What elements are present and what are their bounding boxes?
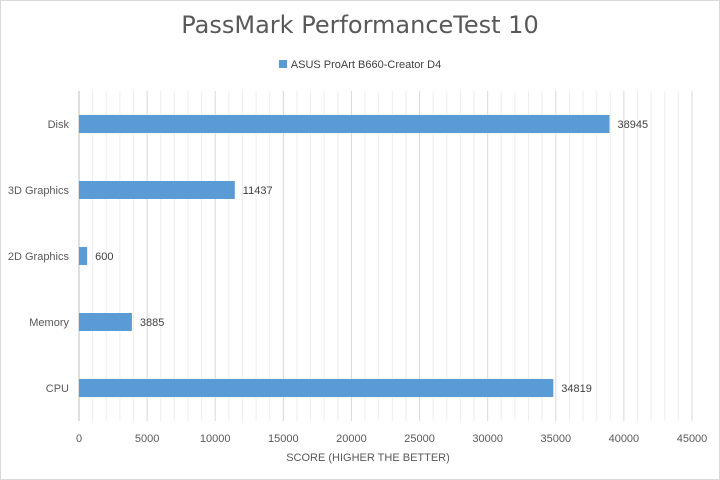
x-tick-label: 0 bbox=[76, 433, 82, 445]
data-label: 11437 bbox=[243, 185, 273, 197]
y-category-label: Disk bbox=[48, 119, 70, 131]
y-category-label: 2D Graphics bbox=[8, 251, 70, 263]
bar bbox=[79, 115, 610, 133]
legend-swatch bbox=[278, 60, 287, 69]
data-label: 38945 bbox=[618, 119, 649, 131]
data-label: 34819 bbox=[561, 383, 592, 395]
bar bbox=[79, 313, 132, 331]
x-tick-label: 15000 bbox=[268, 433, 299, 445]
y-category-label: Memory bbox=[29, 317, 69, 329]
x-tick-label: 45000 bbox=[677, 433, 708, 445]
legend: ASUS ProArt B660-Creator D4 bbox=[1, 59, 719, 71]
data-label: 3885 bbox=[140, 317, 164, 329]
bar bbox=[79, 181, 235, 199]
x-axis-title: SCORE (HIGHER THE BETTER) bbox=[286, 452, 450, 464]
x-tick-label: 40000 bbox=[609, 433, 640, 445]
x-tick-label: 10000 bbox=[200, 433, 231, 445]
x-tick-label: 35000 bbox=[540, 433, 571, 445]
y-category-label: 3D Graphics bbox=[8, 185, 70, 197]
bar bbox=[79, 247, 88, 265]
y-category-label: CPU bbox=[46, 383, 69, 395]
chart-title: PassMark PerformanceTest 10 bbox=[181, 11, 539, 39]
bar bbox=[79, 379, 554, 397]
x-tick-label: 20000 bbox=[336, 433, 367, 445]
x-tick-label: 5000 bbox=[135, 433, 159, 445]
legend-label: ASUS ProArt B660-Creator D4 bbox=[290, 59, 442, 71]
data-label: 600 bbox=[95, 251, 113, 263]
x-tick-label: 30000 bbox=[472, 433, 503, 445]
x-tick-label: 25000 bbox=[404, 433, 435, 445]
